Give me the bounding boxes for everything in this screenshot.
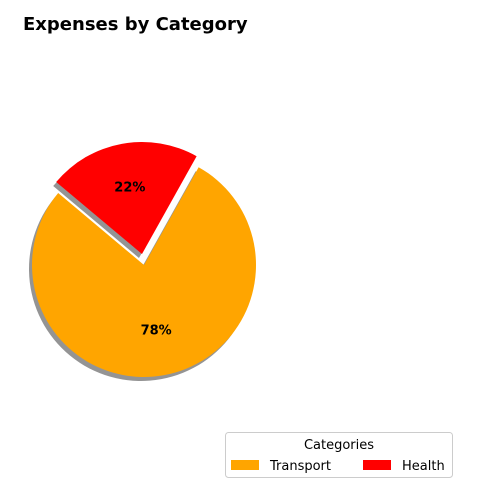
chart-title: Expenses by Category bbox=[23, 14, 248, 35]
legend: Categories Transport Health bbox=[226, 433, 453, 478]
legend-swatch-transport bbox=[231, 460, 259, 470]
slice-label-transport: 78% bbox=[141, 324, 172, 339]
legend-title: Categories bbox=[304, 438, 374, 453]
pie-slices bbox=[32, 142, 256, 377]
legend-swatch-health bbox=[363, 460, 391, 470]
legend-label-transport: Transport bbox=[269, 459, 331, 474]
legend-label-health: Health bbox=[402, 459, 445, 474]
slice-label-health: 22% bbox=[114, 180, 145, 195]
